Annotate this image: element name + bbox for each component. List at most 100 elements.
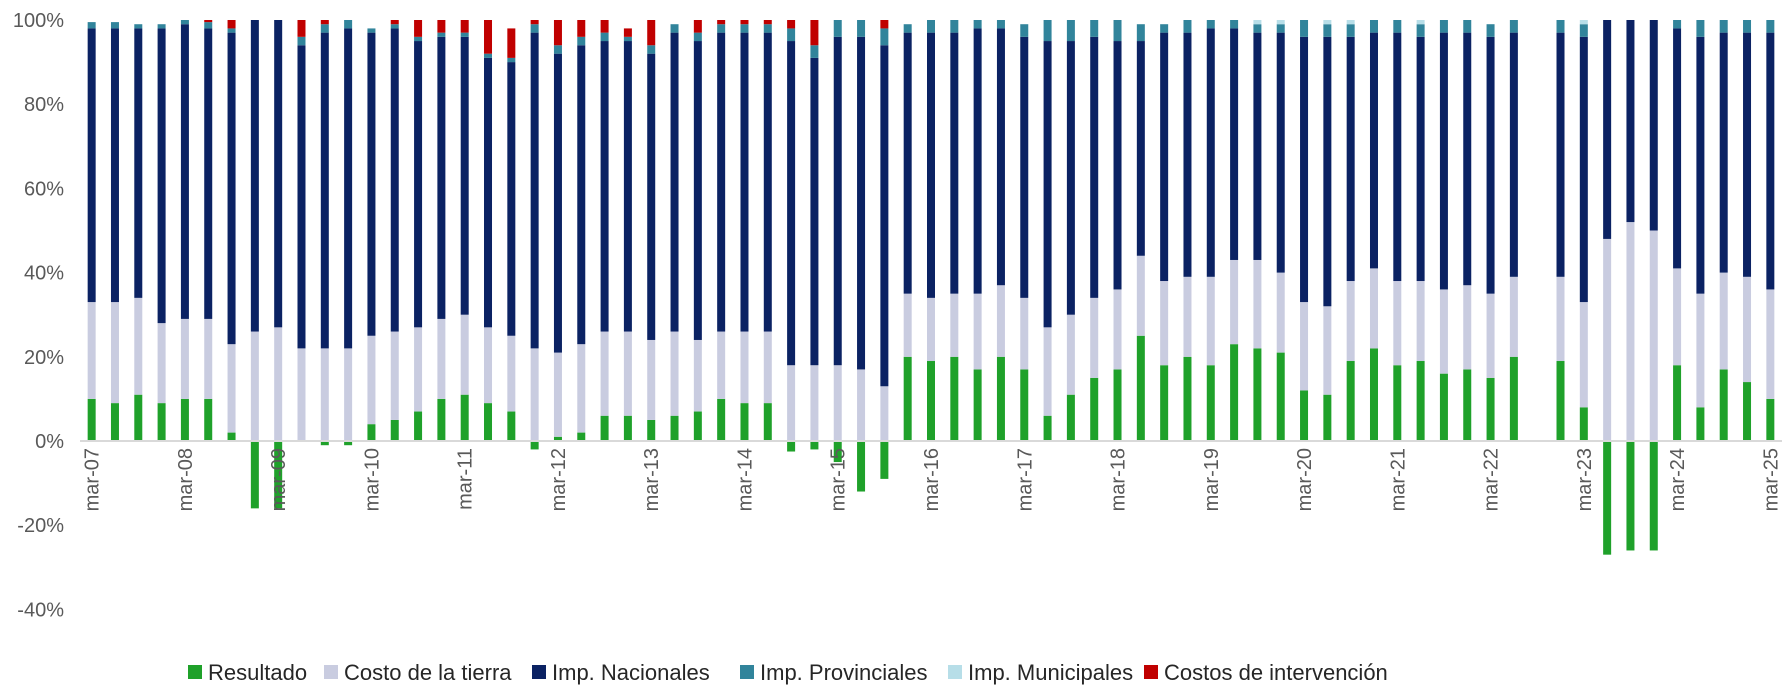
bar-costos-de-intervencion xyxy=(577,20,586,37)
bar-resultado xyxy=(810,441,819,450)
bar-costos-de-intervencion xyxy=(437,20,446,33)
bar-imp-provinciales xyxy=(1719,20,1728,33)
bar-imp-provinciales xyxy=(437,32,446,37)
bar-resultado xyxy=(1626,441,1635,551)
x-tick-label: mar-17 xyxy=(1014,448,1036,511)
bar-costo-de-la-tierra xyxy=(204,318,213,399)
bar-resultado xyxy=(1253,348,1262,441)
bar-imp-provinciales xyxy=(530,24,539,33)
bar-costo-de-la-tierra xyxy=(1509,276,1518,357)
bar-imp-nacionales xyxy=(1743,32,1752,277)
bar-resultado xyxy=(903,356,912,441)
legend-swatch xyxy=(1144,665,1158,679)
legend-label: Imp. Provinciales xyxy=(760,660,928,685)
bar-costos-de-intervencion xyxy=(740,20,749,25)
bar-resultado xyxy=(1136,335,1145,441)
x-tick-label: mar-11 xyxy=(455,448,477,510)
x-tick-label: mar-13 xyxy=(641,448,663,511)
bar-resultado xyxy=(1183,356,1192,441)
y-tick-label: 60% xyxy=(24,178,64,200)
x-tick-label: mar-08 xyxy=(175,448,197,511)
bar-imp-nacionales xyxy=(670,32,679,332)
bar-imp-nacionales xyxy=(297,45,306,349)
bar-resultado xyxy=(390,419,399,441)
bar-resultado xyxy=(670,415,679,441)
bar-resultado xyxy=(1113,369,1122,441)
bar-imp-nacionales xyxy=(1066,41,1075,315)
bar-costos-de-intervencion xyxy=(600,20,609,33)
bar-resultado xyxy=(1323,394,1332,441)
bar-resultado xyxy=(1673,365,1682,441)
bar-costo-de-la-tierra xyxy=(950,293,959,357)
bar-resultado xyxy=(367,424,376,441)
bar-imp-provinciales xyxy=(1066,20,1075,42)
bar-costos-de-intervencion xyxy=(507,28,516,58)
bar-imp-provinciales xyxy=(1393,20,1402,33)
bar-resultado xyxy=(1369,348,1378,441)
bar-imp-provinciales xyxy=(577,36,586,46)
bar-imp-nacionales xyxy=(787,41,796,366)
x-tick-label: mar-07 xyxy=(82,448,104,511)
bar-resultado xyxy=(1743,382,1752,441)
bar-imp-provinciales xyxy=(763,24,772,33)
bar-costos-de-intervencion xyxy=(460,20,469,33)
bar-imp-nacionales xyxy=(1416,36,1425,282)
bar-costo-de-la-tierra xyxy=(1136,255,1145,336)
bar-imp-nacionales xyxy=(740,32,749,332)
bar-imp-nacionales xyxy=(437,36,446,319)
bar-imp-nacionales xyxy=(927,32,935,298)
bar-costo-de-la-tierra xyxy=(1020,297,1029,370)
bar-resultado xyxy=(484,403,493,441)
bar-resultado xyxy=(553,436,562,441)
bar-resultado xyxy=(1346,361,1355,441)
bar-resultado xyxy=(344,441,353,446)
bar-imp-provinciales xyxy=(1369,20,1378,33)
bar-imp-nacionales xyxy=(1579,36,1588,303)
bar-imp-nacionales xyxy=(1346,36,1355,282)
bar-costo-de-la-tierra xyxy=(250,331,259,441)
bar-costo-de-la-tierra xyxy=(740,331,749,404)
bar-costo-de-la-tierra xyxy=(1416,281,1425,362)
x-tick-label: mar-19 xyxy=(1201,448,1223,511)
bar-imp-nacionales xyxy=(880,45,889,387)
legend-swatch xyxy=(948,665,962,679)
bar-costo-de-la-tierra xyxy=(1090,297,1099,378)
bar-costo-de-la-tierra xyxy=(996,285,1005,357)
bar-resultado xyxy=(1463,369,1472,441)
x-tick-label: mar-16 xyxy=(921,448,943,511)
bar-imp-nacionales xyxy=(320,32,329,349)
bar-imp-provinciales xyxy=(1160,24,1169,33)
bar-costo-de-la-tierra xyxy=(157,323,166,404)
bar-imp-nacionales xyxy=(553,53,562,353)
bar-costo-de-la-tierra xyxy=(693,339,702,412)
bar-imp-provinciales xyxy=(1743,20,1752,33)
bar-imp-provinciales xyxy=(1766,20,1775,33)
bar-costo-de-la-tierra xyxy=(530,348,539,441)
bar-costo-de-la-tierra xyxy=(623,331,632,416)
bar-costos-de-intervencion xyxy=(414,20,423,37)
bar-costos-de-intervencion xyxy=(647,20,656,46)
bar-imp-provinciales xyxy=(87,22,96,29)
bar-costo-de-la-tierra xyxy=(577,344,586,433)
bar-costo-de-la-tierra xyxy=(1206,276,1215,366)
bar-costo-de-la-tierra xyxy=(1183,276,1192,357)
x-tick-label: mar-09 xyxy=(268,448,290,511)
bar-imp-nacionales xyxy=(1556,32,1565,277)
bar-costo-de-la-tierra xyxy=(1113,289,1122,370)
bar-costos-de-intervencion xyxy=(787,20,796,29)
bar-imp-provinciales xyxy=(1300,20,1309,37)
bar-imp-nacionales xyxy=(717,32,726,332)
bar-imp-nacionales xyxy=(1673,28,1682,269)
bar-imp-nacionales xyxy=(1626,20,1635,223)
bar-imp-provinciales xyxy=(484,53,493,58)
bar-costos-de-intervencion xyxy=(810,20,819,46)
bar-resultado xyxy=(1603,441,1612,555)
bar-resultado xyxy=(530,441,539,450)
bar-costos-de-intervencion xyxy=(204,20,213,23)
bar-resultado xyxy=(1579,407,1588,441)
bar-imp-provinciales xyxy=(1416,24,1425,37)
bar-costos-de-intervencion xyxy=(717,20,726,25)
bar-costo-de-la-tierra xyxy=(320,348,329,441)
bar-resultado xyxy=(414,411,423,441)
bar-imp-nacionales xyxy=(1136,41,1145,256)
